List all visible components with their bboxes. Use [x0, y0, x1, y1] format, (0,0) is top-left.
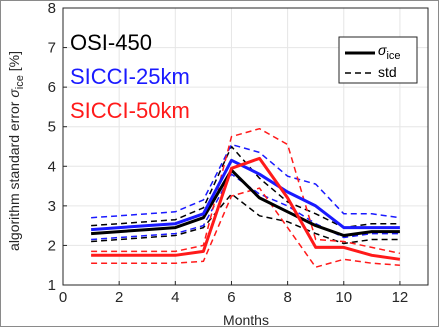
sigma-line-0 — [90, 168, 400, 237]
legend-label-sigma: σice — [378, 42, 401, 62]
std-line-8 — [91, 187, 400, 268]
x-tick-label: 10 — [335, 289, 352, 306]
std-line-1 — [91, 145, 400, 229]
x-tick-label: 6 — [227, 289, 235, 306]
legend: σice std — [338, 36, 418, 84]
y-tick-label: 1 — [48, 277, 56, 294]
annotations: OSI-450 SICCI-25km SICCI-50km — [70, 30, 190, 123]
legend-box — [338, 36, 418, 84]
std-line-5 — [91, 173, 400, 241]
std-line-2 — [91, 193, 400, 245]
y-tick-label: 7 — [48, 40, 56, 57]
plot-area-border — [62, 7, 429, 286]
std-line-7 — [91, 127, 401, 255]
y-tick-label: 3 — [48, 198, 56, 215]
x-axis-label: Months — [223, 312, 269, 327]
y-tick-label: 6 — [48, 79, 56, 96]
x-tick-label: 8 — [283, 289, 291, 306]
x-tick-label: 2 — [115, 289, 123, 306]
annotation-label-1: SICCI-25km — [70, 64, 190, 89]
legend-label-std: std — [378, 64, 397, 80]
y-tick-label: 8 — [48, 0, 56, 17]
x-tick-label: 4 — [171, 289, 179, 306]
series-layer — [90, 127, 401, 268]
y-tick-label: 2 — [48, 237, 56, 254]
std-line-4 — [91, 143, 401, 219]
x-tick-label: 0 — [59, 289, 67, 306]
y-axis-label: algorithm standard error σice [%] — [6, 51, 26, 251]
y-tick-label: 4 — [48, 158, 56, 175]
x-tick-label: 12 — [392, 289, 409, 306]
sigma-line-3 — [90, 158, 400, 232]
sigma-line-6 — [91, 156, 401, 261]
annotation-label-0: OSI-450 — [70, 30, 152, 55]
annotation-label-2: SICCI-50km — [70, 98, 190, 123]
y-tick-label: 5 — [48, 119, 56, 136]
